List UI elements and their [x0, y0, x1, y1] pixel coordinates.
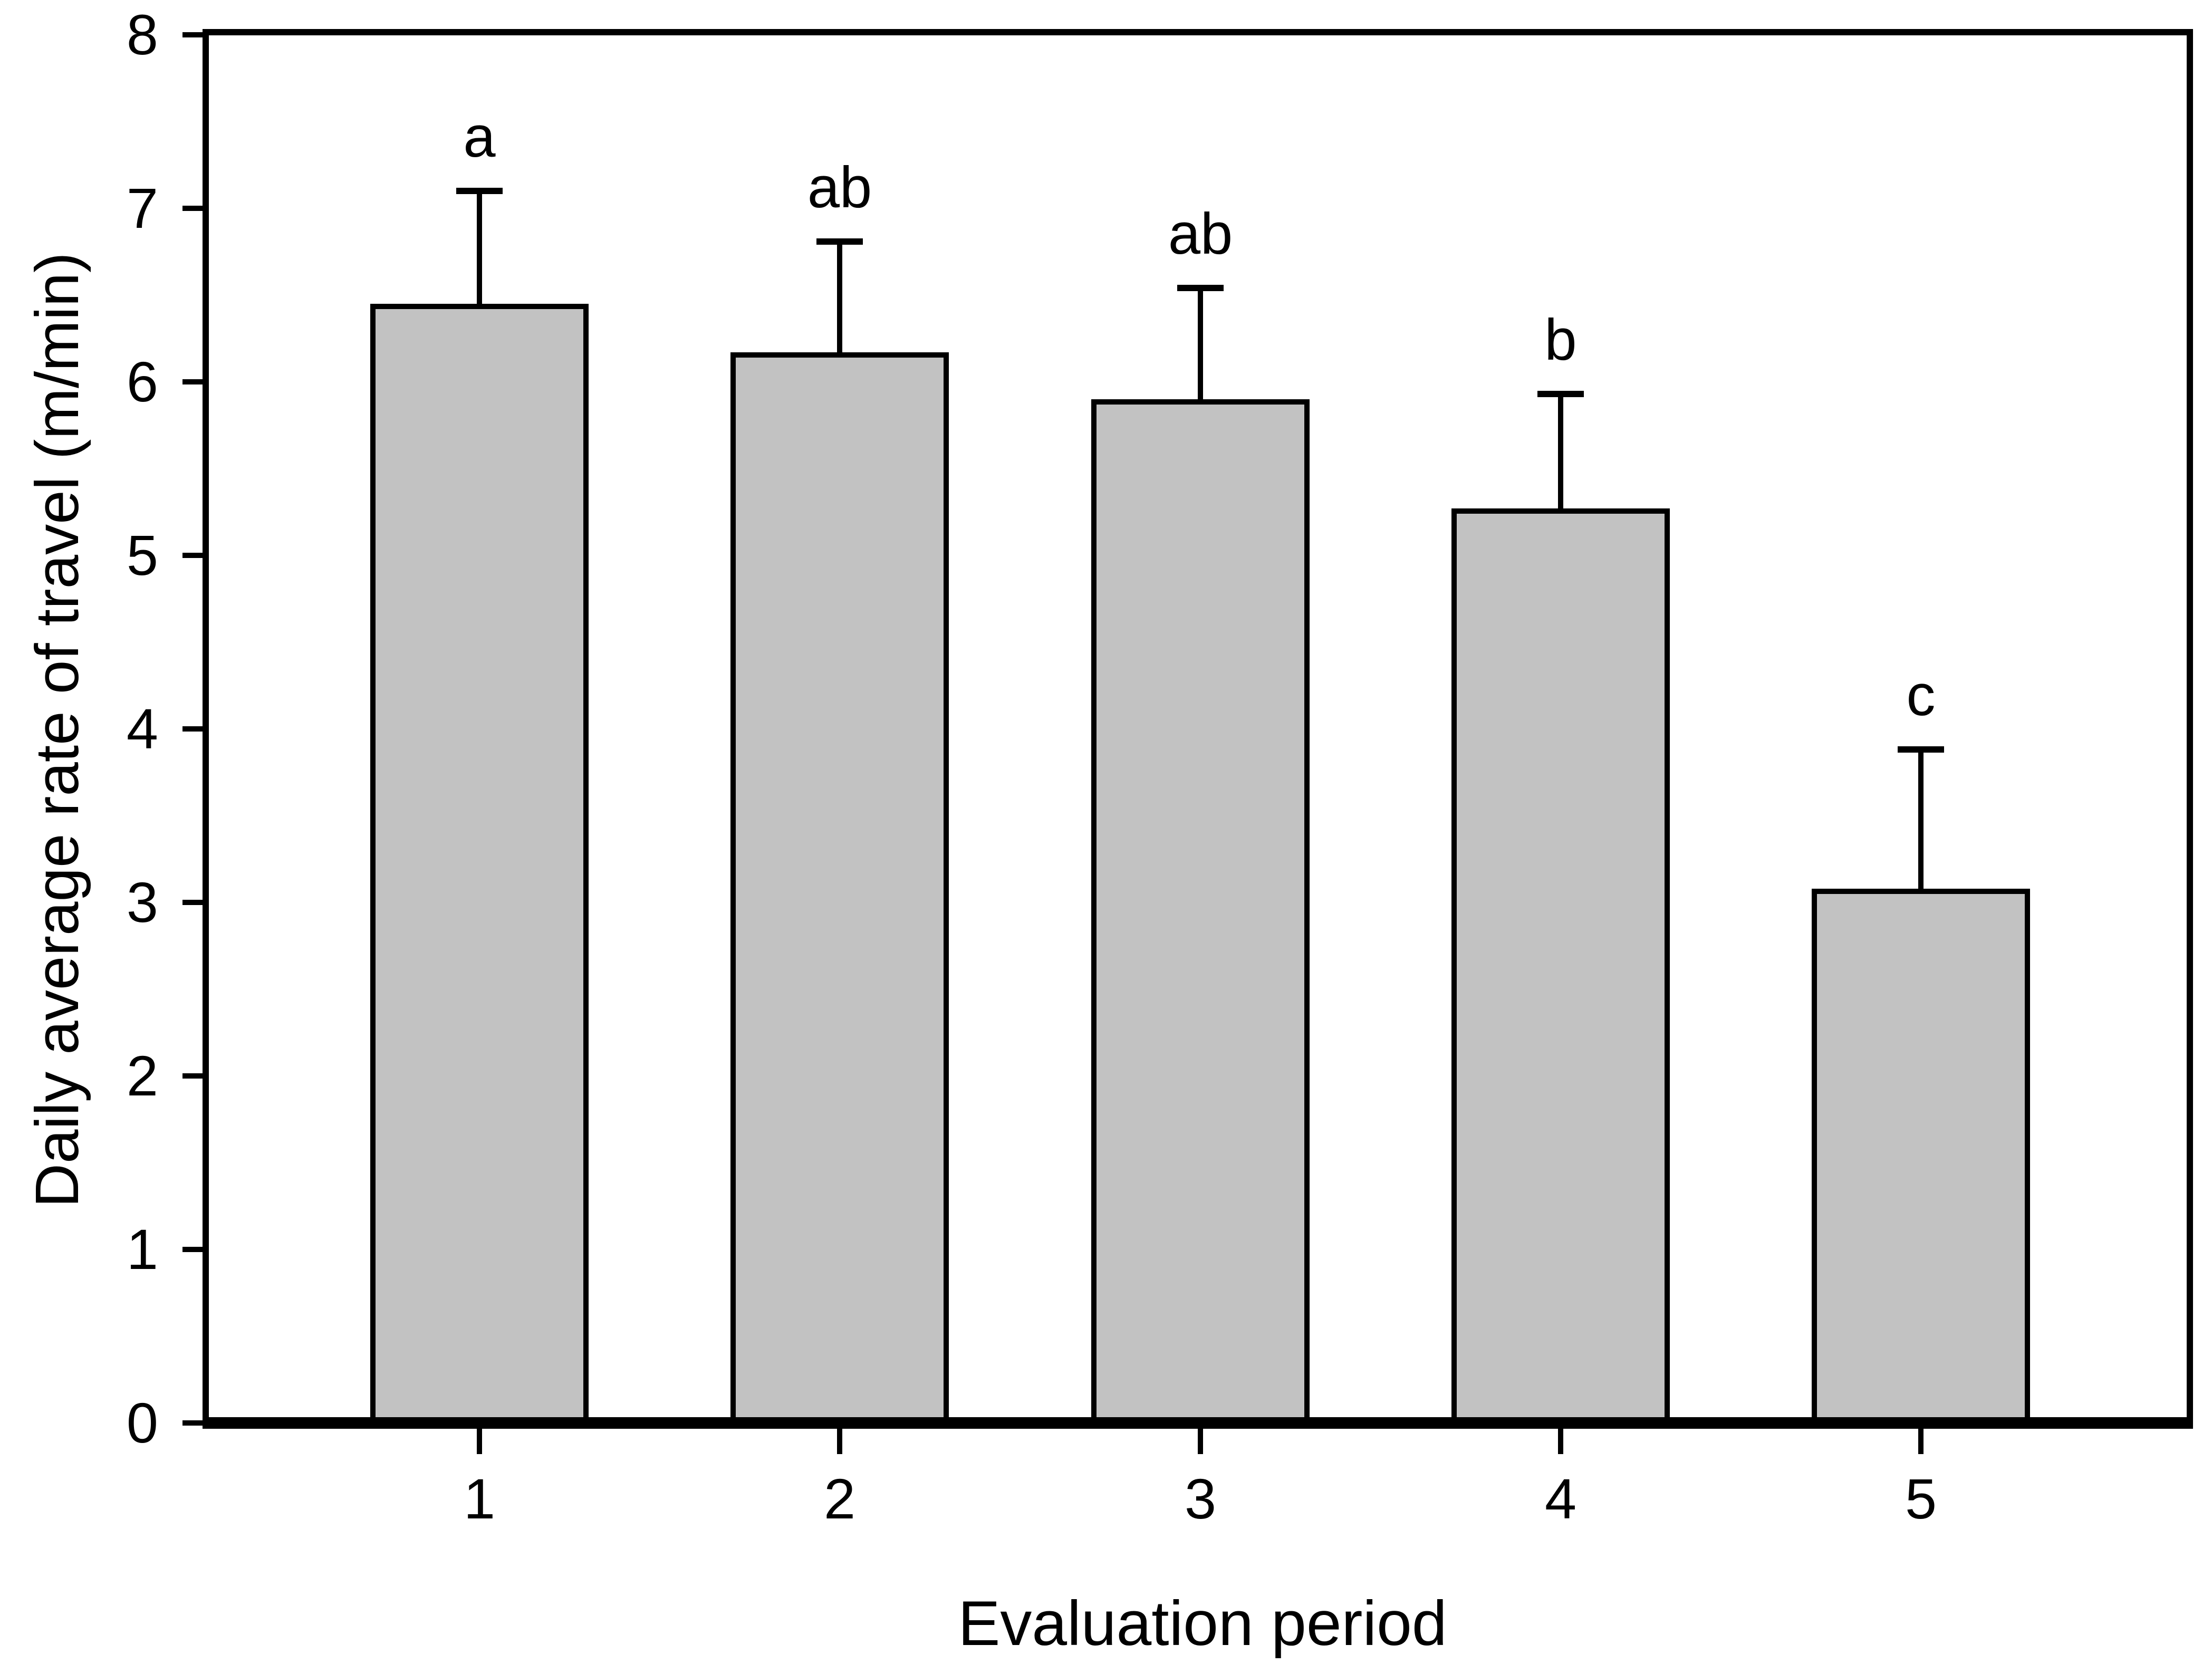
y-axis-tick — [182, 900, 209, 905]
significance-letter: ab — [1168, 201, 1233, 267]
significance-letter: a — [463, 104, 496, 170]
error-bar-line — [1918, 749, 1924, 896]
y-tick-label: 3 — [126, 870, 158, 934]
significance-letter: c — [1906, 663, 1936, 728]
y-tick-label: 5 — [126, 523, 158, 587]
error-bar-line — [1198, 288, 1203, 407]
y-axis-tick — [182, 726, 209, 732]
x-axis-tick — [1558, 1429, 1563, 1454]
y-tick-label: 7 — [126, 176, 158, 240]
x-tick-label: 3 — [1184, 1467, 1217, 1531]
error-bar-cap — [456, 188, 503, 195]
error-bar-line — [837, 241, 842, 360]
x-tick-label: 5 — [1905, 1467, 1937, 1531]
y-tick-label: 1 — [126, 1217, 158, 1281]
significance-letter: ab — [807, 155, 872, 220]
y-tick-label: 2 — [126, 1044, 158, 1108]
error-bar-line — [1558, 394, 1563, 516]
error-bar-cap — [1898, 746, 1944, 753]
x-axis-tick — [477, 1429, 482, 1454]
y-axis-tick — [182, 1073, 209, 1079]
bar — [1812, 888, 2030, 1423]
x-tick-label: 4 — [1544, 1467, 1577, 1531]
x-axis-title: Evaluation period — [958, 1588, 1447, 1659]
error-bar-cap — [1537, 391, 1584, 398]
y-axis-tick — [182, 1420, 209, 1426]
bar — [730, 352, 949, 1423]
bar — [1451, 508, 1670, 1423]
x-axis-tick — [837, 1429, 842, 1454]
y-axis-tick — [182, 32, 209, 37]
y-axis-tick — [182, 206, 209, 211]
x-tick-label: 1 — [463, 1467, 496, 1531]
error-bar-cap — [1177, 285, 1224, 292]
y-tick-label: 4 — [126, 697, 158, 761]
x-axis-tick — [1918, 1429, 1924, 1454]
y-axis-tick — [182, 553, 209, 558]
y-axis-tick — [182, 379, 209, 384]
bar — [1091, 399, 1310, 1423]
error-bar-cap — [816, 238, 863, 245]
error-bar-line — [477, 191, 482, 311]
x-tick-label: 2 — [823, 1467, 856, 1531]
y-axis-tick — [182, 1247, 209, 1252]
significance-letter: b — [1544, 307, 1577, 373]
y-tick-label: 6 — [126, 350, 158, 413]
x-axis-tick — [1198, 1429, 1203, 1454]
y-tick-label: 0 — [126, 1391, 158, 1455]
bar — [370, 303, 589, 1423]
y-tick-label: 8 — [126, 3, 158, 66]
